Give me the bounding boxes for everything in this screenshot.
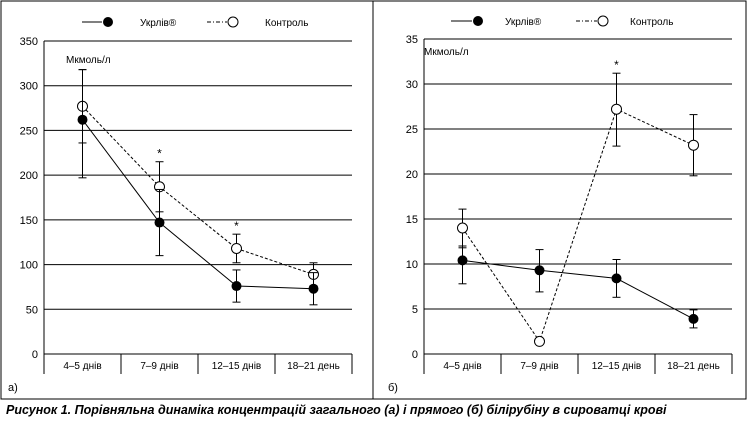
significance-marker: * (234, 219, 239, 233)
x-category-label: 12–15 днів (592, 361, 641, 372)
data-point-series1 (231, 281, 242, 292)
x-category-label: 18–21 день (287, 361, 340, 372)
significance-marker: * (614, 58, 619, 72)
data-point-series2 (534, 335, 545, 347)
y-tick-label: 0 (32, 349, 38, 361)
series-line-2 (82, 105, 314, 275)
y-tick-label: 200 (20, 170, 38, 182)
x-category-label: 18–21 день (667, 361, 720, 372)
data-point-series2 (231, 242, 242, 254)
data-point-series2 (688, 139, 699, 151)
series-line-2 (462, 108, 694, 343)
legend-label-series1: Укрлів® (505, 17, 542, 28)
y-tick-label: 30 (406, 79, 418, 91)
y-tick-label: 10 (406, 259, 418, 271)
y-tick-label: 50 (26, 304, 38, 316)
y-tick-label: 100 (20, 260, 38, 272)
legend-marker-series1 (103, 17, 113, 27)
x-category-label: 4–5 днів (443, 361, 481, 372)
data-point-series2 (457, 222, 468, 234)
y-tick-label: 300 (20, 81, 38, 93)
data-point-series1 (457, 255, 468, 266)
data-point-series1 (611, 273, 622, 284)
data-point-series1 (534, 265, 545, 276)
legend-marker-series1 (473, 16, 483, 26)
series-line-1 (462, 259, 694, 320)
data-point-series1 (77, 114, 88, 125)
x-category-label: 4–5 днів (63, 361, 101, 372)
y-tick-label: 25 (406, 124, 418, 136)
y-tick-label: 5 (412, 304, 418, 316)
chart-panel-a: 0 50 100 150 200 250 300 350 4–5 днів 7–9 днів 12–… (8, 16, 353, 394)
data-point-series1 (154, 217, 165, 228)
y-tick-label: 0 (412, 349, 418, 361)
legend-label-series1: Укрлів® (140, 18, 177, 29)
legend-marker-series2 (227, 16, 239, 28)
series-line-1 (82, 119, 314, 290)
data-point-series2 (611, 103, 622, 115)
data-point-series1 (308, 283, 319, 294)
y-tick-label: 350 (20, 36, 38, 48)
y-tick-label: 250 (20, 125, 38, 137)
y-tick-label: 150 (20, 215, 38, 227)
x-category-label: 7–9 днів (140, 361, 178, 372)
figure-caption: Рисунок 1. Порівняльна динаміка концентр… (6, 403, 667, 417)
x-category-label: 12–15 днів (212, 361, 261, 372)
panel-label: б) (388, 382, 398, 394)
y-tick-label: 15 (406, 214, 418, 226)
legend-label-series2: Контроль (630, 17, 673, 28)
x-category-label: 7–9 днів (520, 361, 558, 372)
y-tick-label: 20 (406, 169, 418, 181)
significance-marker: * (157, 147, 162, 161)
y-tick-label: 35 (406, 34, 418, 46)
chart-panel-b: 0 5 10 15 20 25 30 35 4–5 днів 7–9 днів 12–15 днів… (388, 15, 733, 394)
legend-label-series2: Контроль (265, 18, 308, 29)
legend-marker-series2 (597, 15, 609, 27)
unit-label: Мкмоль/л (66, 55, 111, 66)
unit-label: Мкмоль/л (424, 47, 469, 58)
data-point-series1 (688, 313, 699, 324)
panel-label: а) (8, 382, 18, 394)
